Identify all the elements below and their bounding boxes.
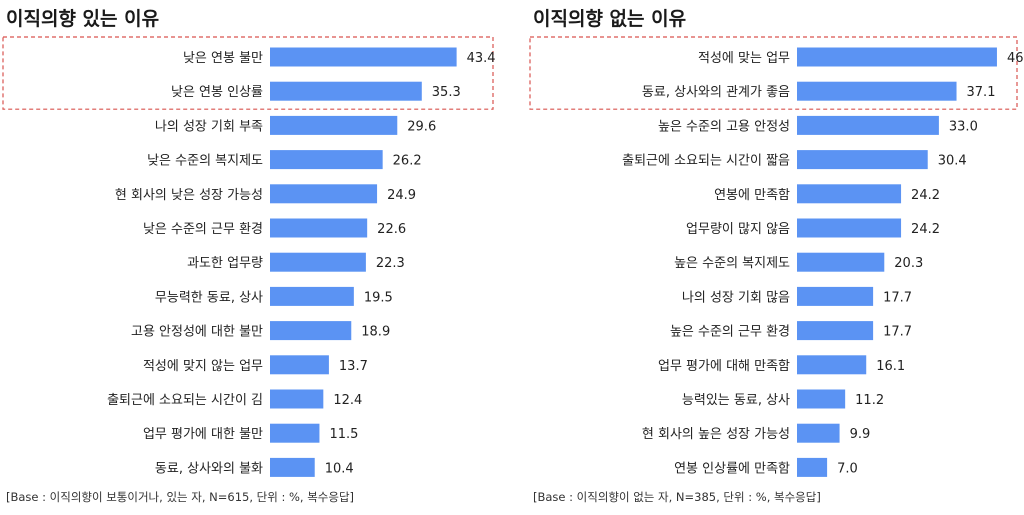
bar-chart: 적성에 맞는 업무 46.5 동료, 상사와의 관계가 좋음 37.1 높은 수준의 고… [529,36,1024,477]
value-label: 35.3 [432,85,461,100]
category-label: 높은 수준의 복지제도 [674,256,790,271]
bar [797,115,939,135]
bar [270,218,368,238]
value-label: 43.4 [467,51,496,66]
value-label: 12.4 [333,393,362,408]
value-label: 17.7 [883,290,912,305]
category-label: 적성에 맞지 않는 업무 [143,359,263,374]
value-label: 30.4 [938,154,967,169]
category-label: 나의 성장 기회 많음 [682,290,790,305]
value-label: 17.7 [883,325,912,340]
bar [270,115,398,135]
bar [270,81,422,101]
value-label: 11.5 [329,427,358,442]
value-label: 19.5 [364,290,393,305]
chart-title: 이직의향 있는 이유 [6,8,160,30]
bar [797,321,874,341]
category-label: 능력있는 동료, 상사 [682,393,790,408]
value-label: 7.0 [837,461,858,476]
category-label: 출퇴근에 소요되는 시간이 김 [107,393,263,408]
bar [270,457,315,477]
category-label: 업무 평가에 대한 불만 [143,427,263,442]
category-label: 고용 안정성에 대한 불만 [131,325,263,340]
value-label: 9.9 [850,427,871,442]
value-label: 22.6 [377,222,406,237]
bar [797,184,902,204]
bar [270,286,354,306]
value-label: 29.6 [407,119,436,134]
category-label: 출퇴근에 소요되는 시간이 짧음 [622,154,790,169]
value-label: 33.0 [949,119,978,134]
bar [797,81,957,101]
value-label: 26.2 [393,154,422,169]
bar [797,286,874,306]
bar [797,47,997,67]
value-label: 24.2 [911,222,940,237]
category-label: 업무 평가에 대해 만족함 [658,359,790,374]
value-label: 20.3 [894,256,923,271]
category-label: 연봉 인상률에 만족함 [674,461,790,476]
bar [270,389,324,409]
category-label: 낮은 연봉 인상률 [171,85,263,100]
value-label: 46.5 [1007,51,1024,66]
value-label: 18.9 [361,325,390,340]
value-label: 11.2 [855,393,884,408]
category-label: 낮은 연봉 불만 [183,51,263,66]
bar [270,47,457,67]
category-label: 높은 수준의 고용 안정성 [658,119,790,134]
bar [270,355,329,375]
left-chart-panel: 이직의향 있는 이유 낮은 연봉 불만 43.4 낮은 연봉 인상률 35.3 나의 성… [0,0,500,515]
category-label: 연봉에 만족함 [714,188,790,203]
bar [797,389,846,409]
category-label: 현 회사의 높은 성장 가능성 [642,427,790,442]
bar [797,355,867,375]
category-label: 나의 성장 기회 부족 [155,119,263,134]
category-label: 무능력한 동료, 상사 [155,290,263,305]
category-label: 동료, 상사와의 불화 [155,461,263,476]
bar [797,218,902,238]
chart-title: 이직의향 없는 이유 [533,8,687,30]
category-label: 동료, 상사와의 관계가 좋음 [642,85,790,100]
value-label: 24.2 [911,188,940,203]
bar [797,150,928,170]
bar [797,252,885,272]
category-label: 낮은 수준의 복지제도 [147,154,263,169]
bar [270,252,366,272]
category-label: 적성에 맞는 업무 [698,51,790,66]
bar [797,457,828,477]
right-chart-panel: 이직의향 없는 이유 적성에 맞는 업무 46.5 동료, 상사와의 관계가 좋음 3… [527,0,1024,515]
value-label: 10.4 [325,461,354,476]
category-label: 높은 수준의 근무 환경 [670,325,790,340]
highlight-box [2,36,494,110]
category-label: 과도한 업무량 [187,256,263,271]
category-label: 현 회사의 낮은 성장 가능성 [115,188,263,203]
value-label: 22.3 [376,256,405,271]
bar-chart: 낮은 연봉 불만 43.4 낮은 연봉 인상률 35.3 나의 성장 기회 부족 29.6… [2,36,496,477]
value-label: 13.7 [339,359,368,374]
base-note: [Base : 이직의향이 없는 자, N=385, 단위 : %, 복수응답] [533,490,821,504]
value-label: 24.9 [387,188,416,203]
category-label: 낮은 수준의 근무 환경 [143,222,263,237]
bar [270,184,378,204]
bar [270,150,383,170]
value-label: 37.1 [967,85,996,100]
value-label: 16.1 [876,359,905,374]
bar [270,321,352,341]
category-label: 업무량이 많지 않음 [686,222,790,237]
base-note: [Base : 이직의향이 보통이거나, 있는 자, N=615, 단위 : %… [6,490,355,504]
bar [270,423,320,443]
bar [797,423,840,443]
